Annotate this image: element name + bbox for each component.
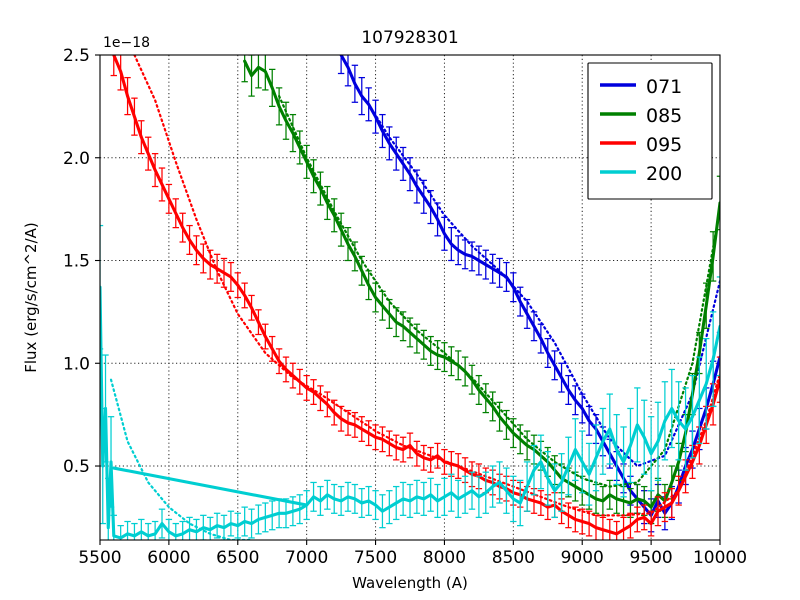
model-fit-200: [109, 378, 253, 540]
data-line-095: [112, 55, 720, 536]
series-200: [100, 224, 720, 540]
data-line-071: [339, 55, 720, 517]
y-tick-label: 2.5: [63, 46, 90, 66]
legend-label-200: 200: [646, 163, 682, 185]
ticks-layer: 5500 6000 6500 7000 7500 8000 8500 9000 9500 1000…: [63, 46, 747, 568]
data-line-200: [100, 285, 720, 540]
x-tick-label: 8500: [492, 548, 535, 568]
x-tick-label: 8000: [423, 548, 466, 568]
y-tick-label: 1.5: [63, 252, 90, 272]
x-axis-label: Wavelength (A): [352, 574, 468, 592]
x-tick-label: 5500: [78, 548, 121, 568]
x-tick-label: 9000: [561, 548, 604, 568]
legend[interactable]: 071 085 095 200: [587, 62, 713, 200]
data-line-085: [243, 59, 720, 509]
x-tick-label: 10000: [693, 548, 747, 568]
legend-label-095: 095: [646, 134, 682, 156]
series-layer: [100, 55, 720, 540]
legend-label-071: 071: [646, 76, 682, 98]
y-tick-label: 2.0: [63, 149, 90, 169]
y-tick-label: 1.0: [63, 354, 90, 374]
continuum-segment-200: [112, 466, 309, 507]
y-axis-offset-label: 1e−18: [103, 35, 150, 51]
series-095: [110, 55, 720, 540]
model-fit-095: [133, 55, 720, 517]
y-tick-label: 0.5: [63, 457, 90, 477]
x-tick-label: 7000: [285, 548, 328, 568]
axes-frame: [99, 54, 721, 541]
y-axis-label: Flux (erg/s/cm^2/A): [22, 222, 40, 373]
page-title: 107928301: [361, 28, 458, 48]
legend-label-085: 085: [646, 105, 682, 127]
plot-frame: [99, 54, 721, 541]
legend-box: [587, 62, 713, 200]
x-tick-label: 7500: [354, 548, 397, 568]
x-tick-label: 6500: [216, 548, 259, 568]
x-tick-label: 9500: [629, 548, 672, 568]
x-tick-label: 6000: [147, 548, 190, 568]
